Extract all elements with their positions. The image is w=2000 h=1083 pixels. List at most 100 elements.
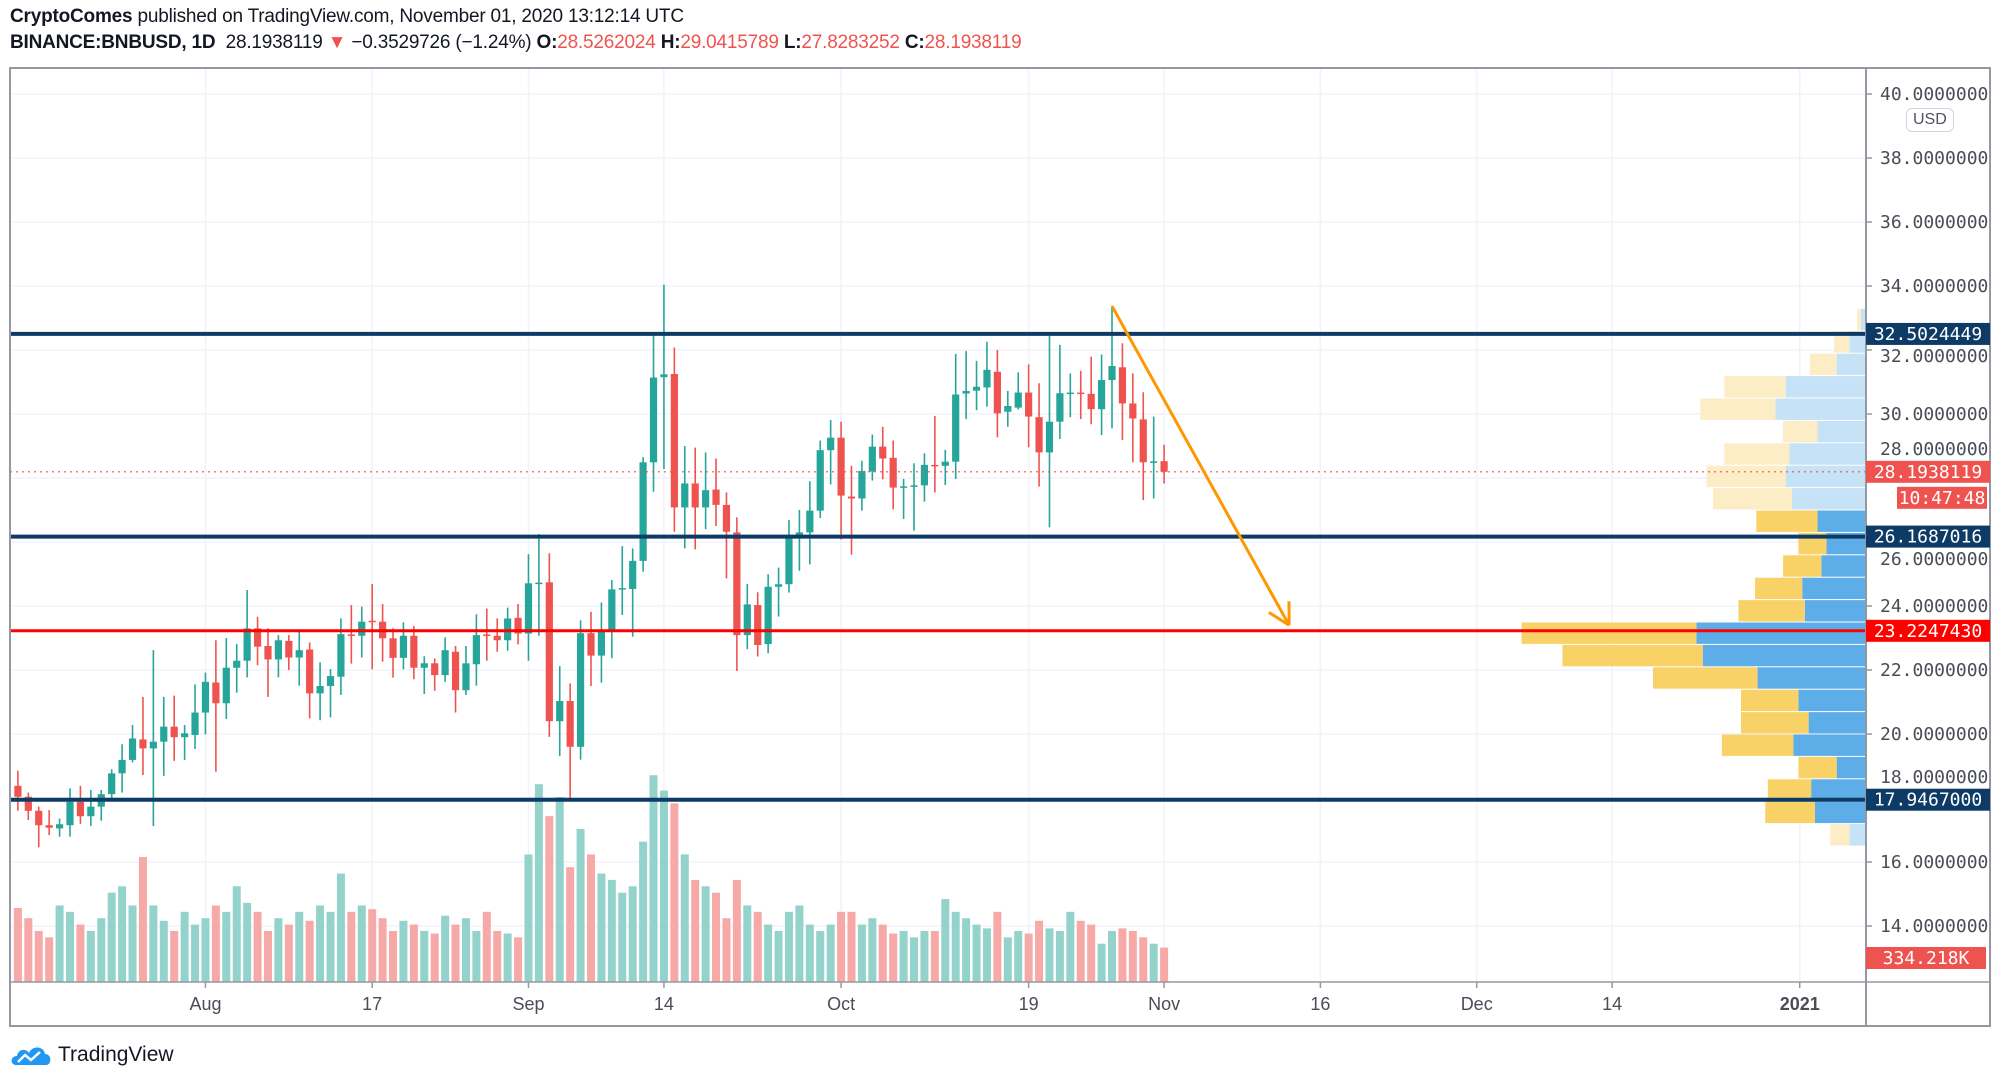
candle — [1045, 335, 1054, 528]
volume-bar — [628, 886, 637, 982]
candle-body — [962, 390, 970, 394]
volume-profile-up-bar — [1836, 756, 1866, 779]
price-tick-label: 36.0000000 — [1880, 212, 1988, 233]
candle — [420, 656, 428, 694]
candle — [712, 458, 720, 526]
candle — [900, 478, 908, 519]
volume-bar — [138, 856, 147, 982]
volume-bar — [857, 924, 866, 982]
volume-bar — [191, 924, 200, 982]
volume-bar — [1024, 933, 1033, 982]
candle — [837, 421, 845, 540]
level-lines[interactable] — [10, 331, 1866, 802]
candle — [629, 548, 637, 637]
candle-body — [535, 582, 543, 585]
volume-bar — [45, 937, 54, 982]
volume-bar — [34, 930, 43, 982]
volume-profile-down-bar — [1724, 443, 1790, 465]
candle-body — [274, 640, 282, 660]
close-label: C: — [904, 32, 925, 53]
candle — [35, 806, 43, 848]
level-price-badge-bg — [1866, 525, 1990, 548]
volume-bar — [889, 933, 898, 982]
volume-profile-up-bar — [1792, 488, 1866, 510]
time-tick-label: Dec — [1461, 994, 1493, 1014]
candle — [847, 465, 856, 555]
candle — [76, 785, 85, 824]
candle-body — [931, 464, 939, 467]
volume-bar — [461, 918, 470, 982]
volume-bar — [24, 918, 33, 982]
candle — [1139, 392, 1147, 501]
candle-body — [1004, 406, 1012, 412]
candle — [306, 642, 314, 719]
volume-profile-up-bar — [1804, 600, 1866, 622]
trend-arrow[interactable] — [1110, 305, 1291, 627]
time-tick-label: Sep — [512, 994, 544, 1014]
volume-bar — [784, 911, 793, 982]
candle — [139, 696, 147, 775]
arrow-head[interactable] — [1268, 611, 1290, 627]
volume-bar — [659, 790, 668, 982]
high-label: H: — [660, 32, 681, 53]
volume-bar — [1087, 924, 1096, 982]
volume-profile-down-bar — [1700, 398, 1776, 420]
candle — [931, 415, 939, 493]
price-tick-label: 20.0000000 — [1880, 724, 1988, 745]
publish-text: published on TradingView.com, November 0… — [137, 6, 684, 27]
volume-profile — [1521, 308, 1866, 846]
candle-body — [618, 588, 626, 590]
price-tick-label: 24.0000000 — [1880, 596, 1988, 617]
candle — [962, 350, 970, 420]
volume-bar — [1118, 928, 1127, 982]
volume-bar — [118, 886, 127, 982]
volume-profile-down-bar — [1755, 577, 1803, 600]
level-price-badge: 32.5024449 — [1866, 322, 1990, 345]
volume-bar — [66, 911, 74, 982]
candle-body — [347, 634, 355, 636]
candle — [545, 553, 553, 737]
candle — [754, 592, 762, 657]
price-axis[interactable]: 14.0000000 16.0000000 18.0000000 20.0000000… — [1866, 84, 1988, 937]
candle-body — [139, 739, 147, 749]
candle — [660, 284, 668, 470]
candle-body — [118, 759, 126, 774]
publish-info: CryptoComes published on TradingView.com… — [10, 6, 684, 28]
volume-profile-up-bar — [1798, 689, 1866, 712]
author-name[interactable]: CryptoComes — [10, 6, 133, 27]
tradingview-logo[interactable]: TradingView — [10, 1043, 174, 1067]
candle — [1035, 383, 1043, 487]
candle — [431, 658, 439, 691]
volume-bar — [420, 930, 429, 982]
price-tick-label: 22.0000000 — [1880, 660, 1988, 681]
candle — [1077, 370, 1085, 420]
candle-body — [45, 825, 53, 828]
candle-body — [670, 374, 678, 508]
candle-body — [754, 605, 762, 646]
volume-bar — [1076, 920, 1085, 982]
candle — [524, 554, 533, 661]
candle — [1150, 416, 1158, 499]
candle-body — [337, 634, 345, 677]
volume-profile-up-bar — [1860, 308, 1866, 331]
volume-bar — [722, 918, 731, 982]
candle-body — [827, 437, 835, 451]
candle-body — [108, 773, 116, 795]
candle-body — [681, 483, 689, 508]
candle-body — [1035, 417, 1043, 453]
volume-bar — [305, 920, 314, 982]
level-price-badge-text: 17.9467000 — [1874, 790, 1982, 811]
time-axis[interactable]: Aug 17 Sep 14 Oct 19 Nov 16 Dec 14 2021 — [189, 982, 1820, 1014]
currency-badge[interactable]: USD — [1906, 108, 1954, 132]
arrow-shaft[interactable] — [1110, 305, 1291, 626]
candle — [858, 460, 866, 511]
last-volume-badge-bg — [1866, 947, 1986, 969]
time-tick-label: 14 — [654, 994, 674, 1014]
candle-body — [14, 785, 22, 797]
candle-body — [889, 457, 897, 488]
price-tick-label: 30.0000000 — [1880, 404, 1988, 425]
candle — [889, 440, 897, 510]
candle-body — [326, 676, 335, 686]
candle — [274, 635, 282, 678]
